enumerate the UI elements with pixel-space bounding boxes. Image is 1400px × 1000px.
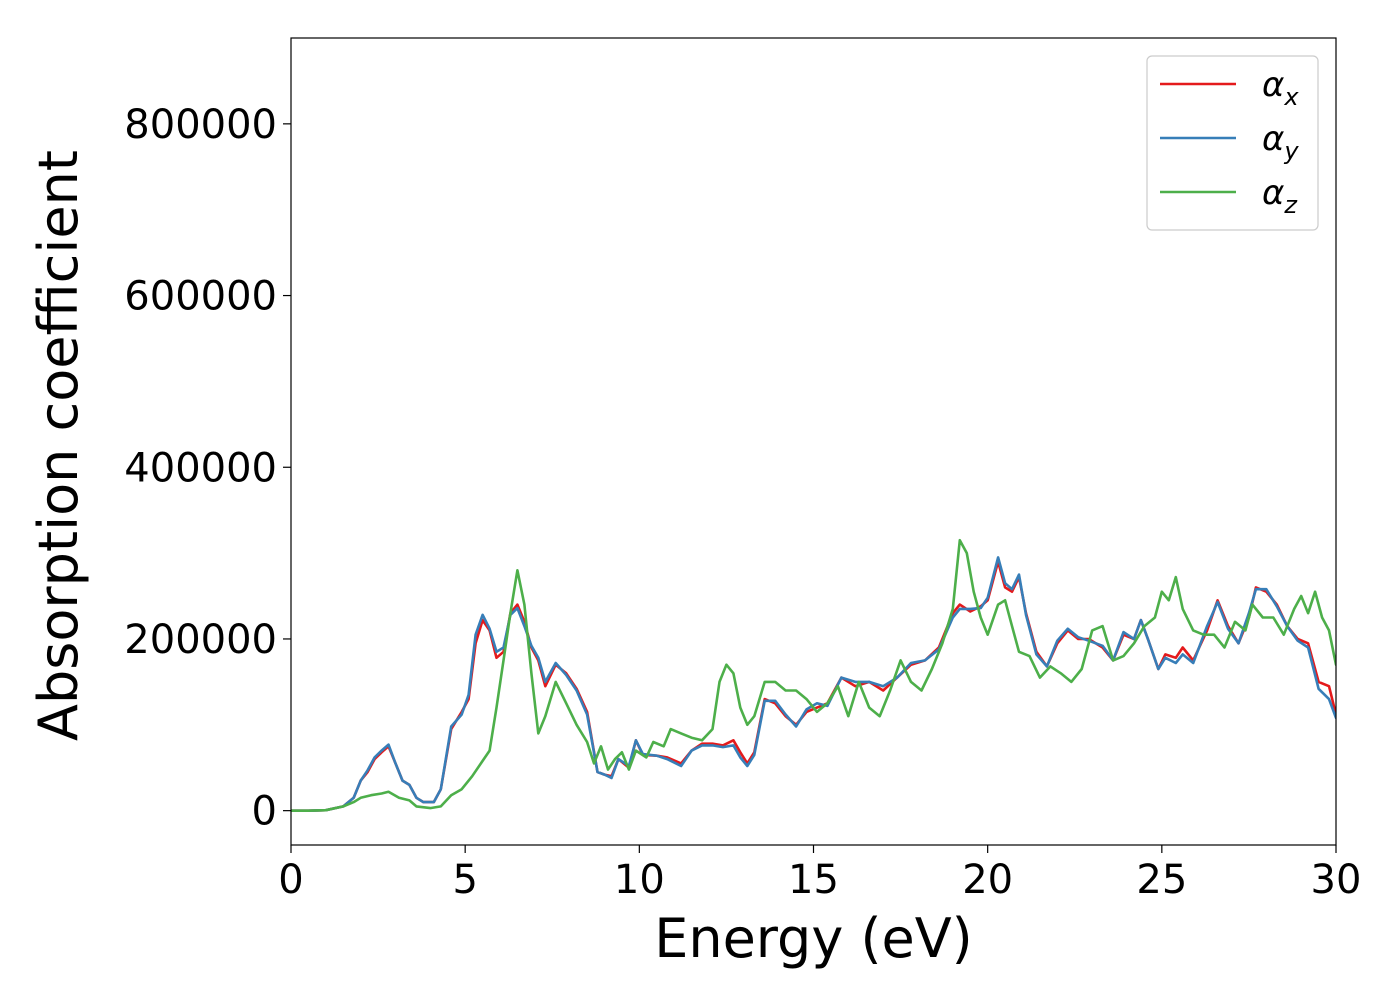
legend-subscript: z <box>1283 191 1298 219</box>
x-tick-label: 10 <box>614 857 665 903</box>
x-tick-label: 30 <box>1311 857 1362 903</box>
y-tick-label: 200000 <box>124 617 277 663</box>
x-tick-label: 20 <box>962 857 1013 903</box>
x-tick-label: 15 <box>788 857 839 903</box>
y-tick-label: 0 <box>252 789 277 835</box>
y-axis: 0 200000 400000 600000 800000 <box>124 102 291 835</box>
series-line-z <box>291 538 1336 812</box>
y-tick-label: 400000 <box>124 445 277 491</box>
series-line-y <box>291 556 1336 812</box>
y-tick-label: 800000 <box>124 102 277 148</box>
legend-item-z: αz <box>1160 173 1298 219</box>
legend-symbol: α <box>1262 65 1284 105</box>
legend-subscript: y <box>1283 137 1299 165</box>
x-axis-label: Energy (eV) <box>654 907 973 970</box>
y-axis-label: Absorption coefficient <box>27 150 90 741</box>
legend-subscript: x <box>1283 83 1299 111</box>
y-tick-label: 600000 <box>124 274 277 320</box>
legend-label: αy <box>1262 119 1299 165</box>
legend-symbol: α <box>1262 119 1284 159</box>
legend-item-y: αy <box>1160 119 1299 165</box>
x-tick-label: 25 <box>1136 857 1187 903</box>
x-tick-label: 5 <box>452 857 477 903</box>
x-tick-label: 0 <box>278 857 303 903</box>
legend-label: αx <box>1262 65 1299 111</box>
legend-symbol: α <box>1262 173 1284 213</box>
series-layer <box>291 538 1336 812</box>
legend-box <box>1146 55 1319 231</box>
x-axis: 0 5 10 15 20 25 30 <box>278 845 1361 903</box>
legend-item-x: αx <box>1160 65 1299 111</box>
legend-label: αz <box>1262 173 1298 219</box>
